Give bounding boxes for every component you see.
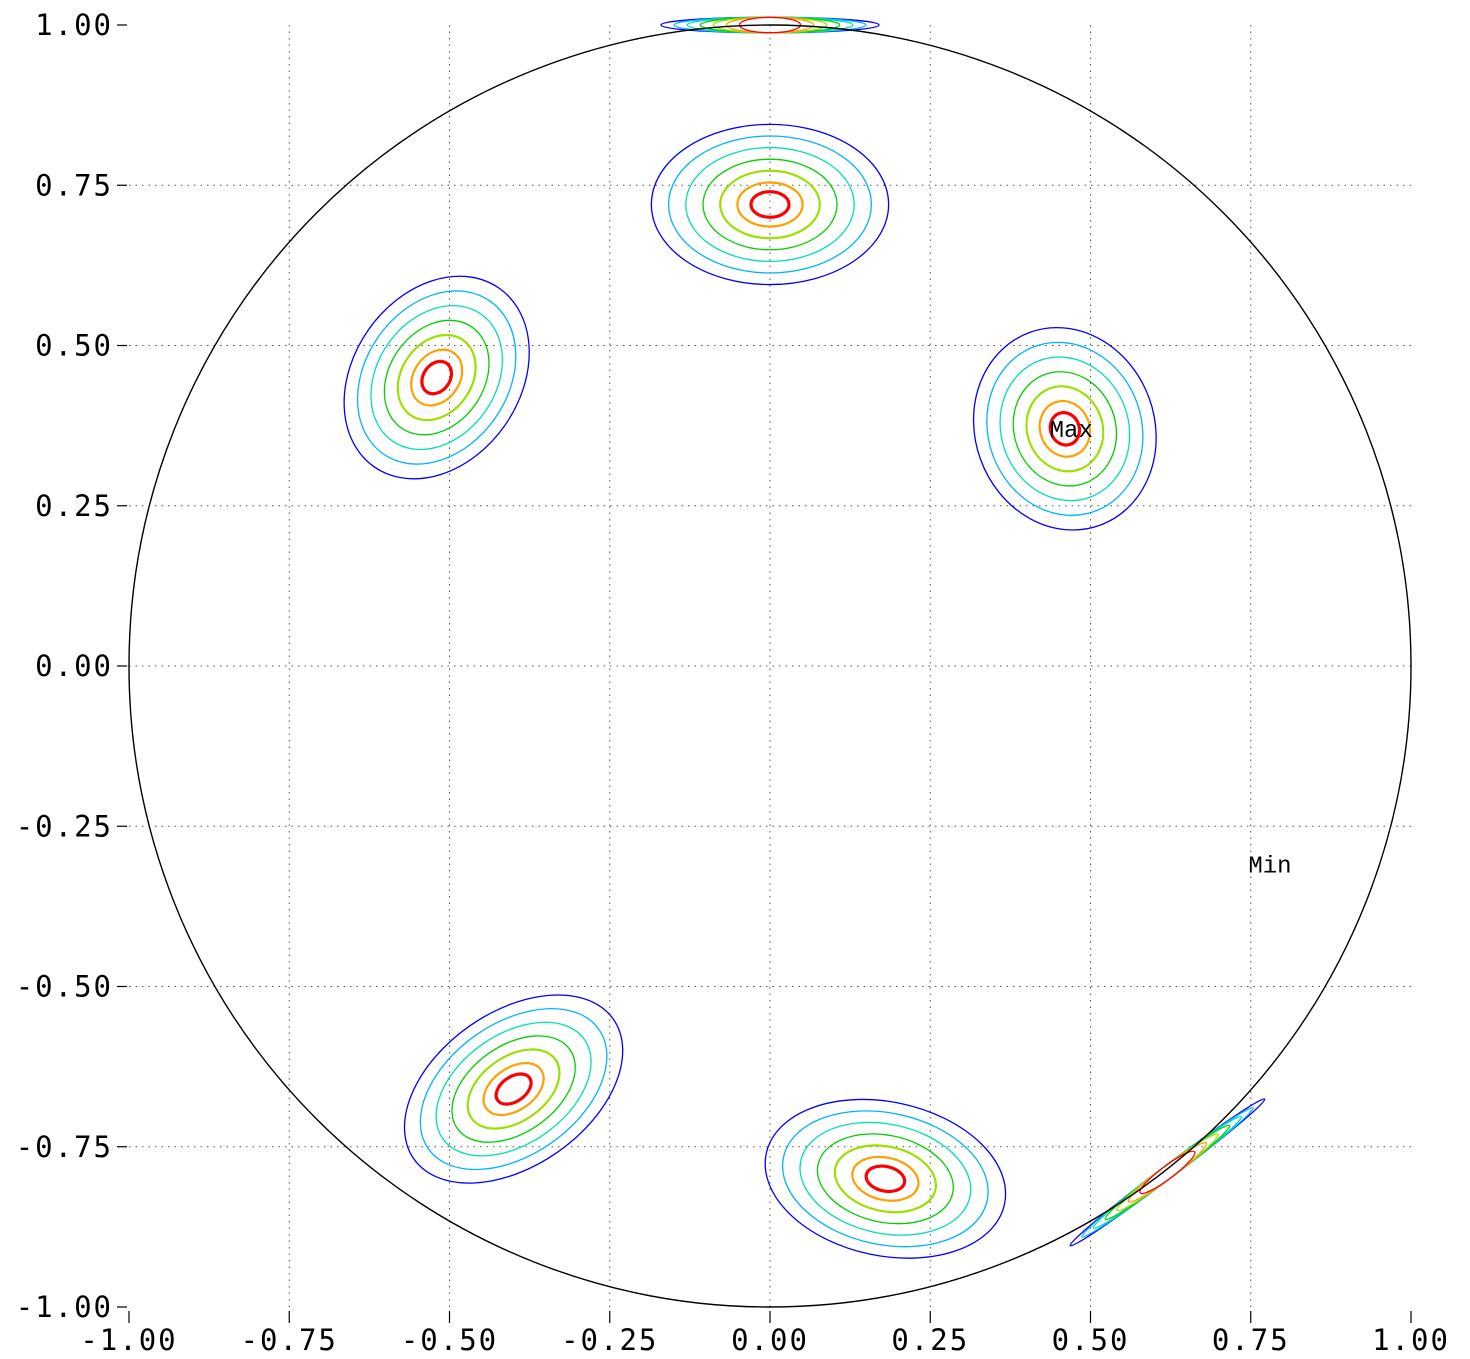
x-tick-label: -1.00	[80, 1323, 177, 1357]
contour-level	[410, 348, 464, 407]
edge-contour	[660, 16, 880, 34]
contour-level	[1081, 1107, 1254, 1238]
contour-level	[999, 356, 1131, 502]
contour-level	[986, 341, 1144, 516]
contour-level	[702, 158, 838, 251]
contour-level	[764, 1098, 1007, 1259]
contour-level	[356, 290, 517, 465]
contour-core	[494, 1072, 533, 1106]
y-tick-label: 0.75	[35, 168, 113, 202]
contour-level	[403, 994, 624, 1184]
contour-level	[738, 16, 802, 34]
contour-level	[781, 1110, 989, 1248]
contour-level	[1092, 1115, 1243, 1230]
y-tick-label: -0.50	[16, 970, 113, 1004]
contour-level	[451, 1035, 576, 1143]
x-tick-label: 0.50	[1052, 1323, 1130, 1357]
contour-core	[864, 1164, 907, 1194]
y-tick-label: 0.00	[35, 649, 113, 683]
contour-level	[1104, 1124, 1231, 1221]
contour-level	[343, 275, 530, 480]
x-tick-label: 1.00	[1372, 1323, 1450, 1357]
contour-pole	[650, 123, 890, 286]
contour-level	[667, 135, 873, 274]
contour-core	[749, 190, 791, 219]
edge-contour	[1069, 1098, 1266, 1247]
contour-level	[383, 319, 490, 436]
contour-level	[851, 1155, 920, 1202]
contour-level	[435, 1021, 592, 1157]
contour-level	[816, 1133, 954, 1225]
contour-level	[719, 169, 821, 240]
contour-level	[466, 1048, 561, 1130]
contour-pole	[343, 275, 530, 480]
y-tick-label: 0.50	[35, 329, 113, 363]
contour-core	[1048, 411, 1082, 447]
contour-level	[736, 181, 804, 228]
contour-level	[396, 333, 477, 422]
contour-level	[685, 146, 855, 263]
x-tick-label: -0.50	[401, 1323, 498, 1357]
contour-level	[1127, 1141, 1208, 1203]
contour-level	[650, 123, 890, 286]
contour-level	[833, 1144, 938, 1214]
contour-level	[1139, 1150, 1196, 1195]
contour-pole	[403, 994, 624, 1184]
contour-level	[482, 1062, 545, 1117]
annotation-min: Min	[1248, 854, 1291, 881]
x-tick-label: -0.75	[241, 1323, 338, 1357]
contour-pole	[972, 327, 1157, 531]
contour-pole	[764, 1098, 1007, 1259]
x-tick-label: 0.75	[1212, 1323, 1290, 1357]
contour-core	[420, 359, 454, 396]
y-tick-label: -1.00	[16, 1290, 113, 1324]
y-tick-label: -0.75	[16, 1130, 113, 1164]
unit-circle-boundary	[128, 24, 1412, 1308]
annotations: Max Min	[1050, 418, 1292, 881]
contour-layer	[343, 16, 1266, 1259]
contour-level	[799, 1121, 972, 1236]
y-tick-label: -0.25	[16, 809, 113, 843]
contour-level	[1038, 399, 1092, 458]
x-tick-label: 0.00	[731, 1323, 809, 1357]
contour-level	[370, 304, 504, 451]
y-tick-label: 0.25	[35, 489, 113, 523]
tick-labels: -1.00 -0.75 -0.50 -0.25 0.00 0.25 0.50 0.75 1.00…	[16, 8, 1450, 1357]
contour-level	[1012, 371, 1118, 487]
contour-level	[419, 1007, 608, 1171]
annotation-max: Max	[1050, 418, 1093, 445]
y-tick-label: 1.00	[35, 8, 113, 42]
contour-level	[972, 327, 1157, 531]
x-tick-label: 0.25	[891, 1323, 969, 1357]
axis-ticks	[117, 24, 1412, 1323]
contour-level	[1025, 385, 1105, 473]
x-tick-label: -0.25	[561, 1323, 658, 1357]
